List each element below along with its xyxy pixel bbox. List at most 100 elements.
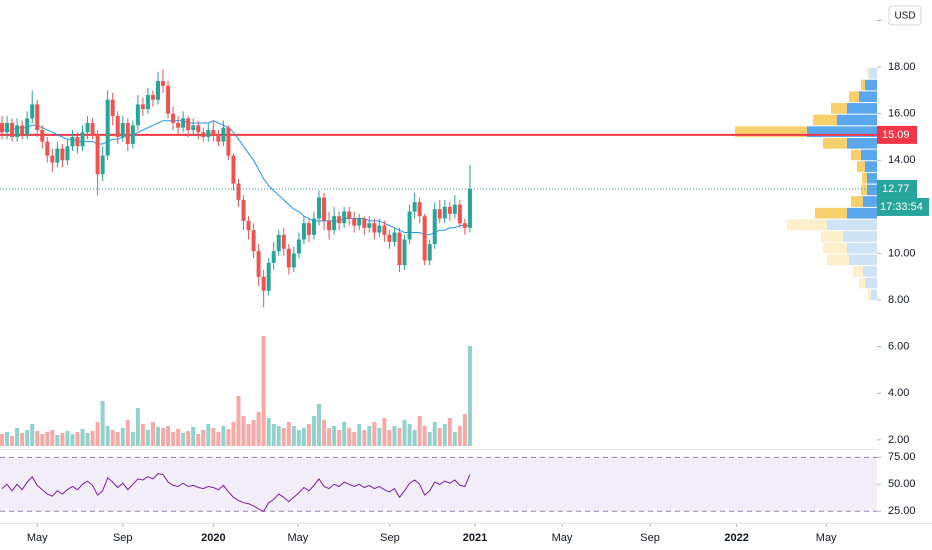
candle-body xyxy=(105,99,110,156)
candle-body xyxy=(357,218,362,226)
last-price-label-bg xyxy=(877,179,917,198)
candle-body xyxy=(271,251,276,263)
volume-bar xyxy=(372,422,377,446)
volume-bar xyxy=(347,428,352,446)
price-line-label: 15.09 xyxy=(882,129,910,141)
candle-body xyxy=(407,211,412,240)
volume-bar xyxy=(10,436,15,446)
volume-bar xyxy=(110,430,115,446)
volume-bar xyxy=(25,430,30,446)
candle-body xyxy=(246,220,251,231)
candle-body xyxy=(231,155,236,184)
volume-bar xyxy=(397,428,402,446)
profile-down xyxy=(787,219,827,231)
profile-down xyxy=(862,172,867,184)
candle-body xyxy=(327,220,332,231)
x-tick-label: 2020 xyxy=(201,532,225,544)
volume-bar xyxy=(120,428,125,446)
profile-down xyxy=(735,126,807,137)
volume-bar xyxy=(447,418,452,446)
profile-up xyxy=(847,103,877,114)
rsi-line xyxy=(1,472,471,512)
volume-bar xyxy=(196,434,201,446)
profile-up xyxy=(859,91,877,103)
volume-bar xyxy=(70,434,75,446)
candle-body xyxy=(25,118,30,135)
volume-bar xyxy=(171,432,176,446)
y-tick-label: 18.00 xyxy=(888,61,916,73)
volume-bar xyxy=(417,416,422,446)
candle-body xyxy=(110,99,115,117)
price-line-label-bg xyxy=(877,125,917,144)
volume-bar xyxy=(0,434,5,446)
profile-up xyxy=(861,149,877,161)
volume-bar xyxy=(271,424,276,446)
candle-body xyxy=(140,104,145,110)
profile-down xyxy=(868,289,871,301)
rsi-tick-label: 75.00 xyxy=(888,451,916,463)
volume-bar xyxy=(457,426,462,446)
profile-down xyxy=(823,242,847,254)
volume-bar xyxy=(5,432,10,446)
candle-body xyxy=(211,129,216,135)
candle-body xyxy=(372,223,377,233)
candle-body xyxy=(462,223,467,228)
currency-button[interactable] xyxy=(888,5,922,26)
volume-bar xyxy=(181,433,186,446)
candle-body xyxy=(457,204,462,224)
candle-body xyxy=(45,141,50,156)
profile-up xyxy=(869,68,877,79)
candle-body xyxy=(317,197,322,219)
volume-bar xyxy=(432,422,437,446)
profile-down xyxy=(827,254,849,266)
profile-down xyxy=(849,91,859,103)
candle-body xyxy=(342,211,347,224)
rsi-tick-label: 50.00 xyxy=(888,478,916,490)
volume-bar xyxy=(281,428,286,446)
candle-body xyxy=(70,136,75,147)
x-tick-label: May xyxy=(816,532,837,544)
profile-down xyxy=(857,161,865,172)
volume-bar xyxy=(357,424,362,446)
volume-bar xyxy=(452,432,457,446)
y-tick-label: 16.00 xyxy=(888,108,916,120)
volume-bar xyxy=(437,428,442,446)
candle-body xyxy=(216,134,221,142)
candle-body xyxy=(422,216,427,261)
volume-bar xyxy=(337,430,342,446)
volume-bar xyxy=(241,416,246,446)
profile-up xyxy=(867,172,877,184)
profile-up xyxy=(865,79,877,91)
x-tick-label: Sep xyxy=(640,532,660,544)
volume-bar xyxy=(296,430,301,446)
volume-bar xyxy=(75,432,80,446)
currency[interactable]: USD xyxy=(894,11,915,22)
candle-body xyxy=(332,216,337,231)
candle-body xyxy=(20,125,25,135)
candle-body xyxy=(115,116,120,137)
profile-up xyxy=(847,137,877,149)
candle-body xyxy=(417,202,422,217)
volume-bar xyxy=(166,426,171,446)
profile-down xyxy=(861,184,867,196)
candle-body xyxy=(337,216,342,224)
candle-body xyxy=(75,136,80,147)
candle-body xyxy=(427,244,432,261)
volume-bar xyxy=(45,432,50,446)
last-price-label: 12.77 xyxy=(882,183,910,195)
candle-body xyxy=(286,248,291,268)
volume-bar xyxy=(427,432,432,446)
x-tick-label: Sep xyxy=(380,532,400,544)
volume-bar xyxy=(211,428,216,446)
countdown-bg xyxy=(877,197,929,216)
volume-bar xyxy=(422,426,427,446)
volume-bar xyxy=(100,401,105,446)
candle-body xyxy=(100,155,105,175)
profile-up xyxy=(827,219,877,231)
candle-body xyxy=(226,127,231,156)
volume-bar xyxy=(387,430,392,446)
volume-bar xyxy=(306,424,311,446)
volume-bar xyxy=(155,427,160,446)
candle-body xyxy=(276,234,281,252)
